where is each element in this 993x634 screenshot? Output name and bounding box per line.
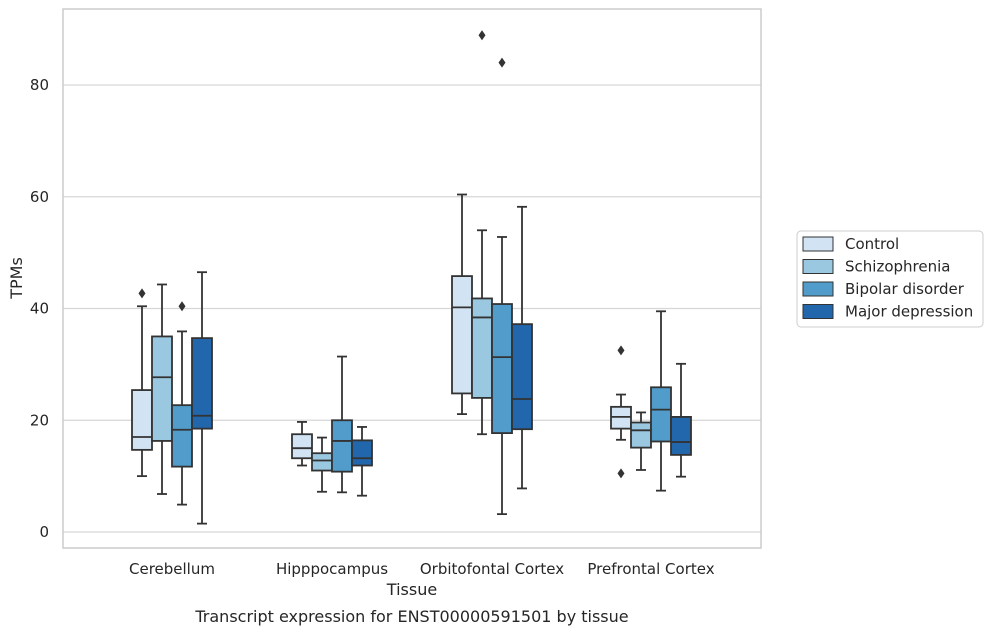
gridlines: [63, 84, 761, 533]
box-major-depression-cerebellum: [191, 271, 213, 525]
box-major-depression-hipppocampus: [351, 426, 373, 497]
box-iqr: [451, 275, 473, 395]
legend-item-control: Control: [802, 235, 899, 253]
box-iqr: [511, 323, 533, 431]
box-iqr: [171, 404, 193, 468]
legend-label: Schizophrenia: [845, 258, 950, 276]
box-iqr: [670, 415, 692, 456]
y-tick-label-20: 20: [30, 411, 49, 429]
x-tick-label-orbitofontal-cortex: Orbitofontal Cortex: [420, 560, 564, 578]
box-iqr: [650, 386, 672, 443]
box-iqr: [291, 433, 313, 460]
box-iqr: [131, 389, 153, 451]
legend-swatch: [802, 281, 834, 297]
box-iqr: [491, 303, 513, 435]
box-bipolar-disorder-orbitofontal-cortex: [491, 57, 513, 516]
legend-label: Major depression: [845, 303, 973, 321]
y-tick-label-80: 80: [30, 76, 49, 94]
box-iqr: [311, 452, 333, 472]
legend-label: Bipolar disorder: [845, 280, 965, 298]
box-iqr: [351, 439, 373, 467]
chart-caption: Transcript expression for ENST0000059150…: [194, 607, 628, 626]
box-major-depression-orbitofontal-cortex: [511, 205, 533, 490]
y-tick-label-60: 60: [30, 188, 49, 206]
box-bipolar-disorder-cerebellum: [171, 301, 193, 506]
box-iqr: [191, 337, 213, 430]
legend-item-major-depression: Major depression: [802, 303, 973, 321]
x-axis-label: Tissue: [386, 580, 437, 599]
y-tick-label-40: 40: [30, 300, 49, 318]
x-tick-label-prefrontal-cortex: Prefrontal Cortex: [587, 560, 714, 578]
legend-label: Control: [845, 235, 899, 253]
legend-swatch: [802, 259, 834, 274]
y-axis-label: TPMs: [7, 257, 26, 300]
box-iqr: [471, 297, 493, 399]
y-axis-ticks: 0 20 40 60 80: [30, 76, 49, 541]
outlier-point-0: [498, 57, 506, 68]
box-schizophrenia-hipppocampus: [311, 436, 333, 493]
legend: Control Schizophrenia Bipolar disorder Majo…: [796, 230, 984, 328]
outlier-point-0: [178, 301, 186, 312]
box-bipolar-disorder-prefrontal-cortex: [650, 310, 672, 492]
box-control-orbitofontal-cortex: [451, 193, 473, 416]
outlier-point-0: [617, 345, 625, 356]
box-schizophrenia-orbitofontal-cortex: [471, 30, 493, 436]
box-iqr: [630, 421, 652, 449]
box-iqr: [151, 335, 173, 442]
box-schizophrenia-cerebellum: [151, 283, 173, 495]
legend-swatch: [802, 236, 834, 252]
box-schizophrenia-prefrontal-cortex: [630, 411, 652, 471]
outlier-point-0: [138, 288, 146, 299]
outlier-point-1: [617, 468, 625, 479]
box-major-depression-prefrontal-cortex: [670, 362, 692, 478]
box-control-cerebellum: [131, 288, 153, 478]
x-axis-ticks: Cerebellum Hipppocampus Orbitofontal Corte…: [129, 560, 715, 578]
legend-item-schizophrenia: Schizophrenia: [802, 258, 950, 276]
legend-item-bipolar-disorder: Bipolar disorder: [802, 280, 965, 298]
y-tick-label-0: 0: [39, 523, 49, 541]
box-iqr: [331, 419, 353, 473]
box-bipolar-disorder-hipppocampus: [331, 355, 353, 494]
x-tick-label-cerebellum: Cerebellum: [129, 560, 215, 578]
box-control-prefrontal-cortex: [610, 345, 632, 479]
plot-area-frame: [62, 8, 762, 549]
x-tick-label-hipppocampus: Hipppocampus: [276, 560, 388, 578]
box-series: [131, 30, 692, 525]
outlier-point-0: [478, 30, 486, 41]
legend-frame: [796, 230, 984, 328]
box-control-hipppocampus: [291, 421, 313, 467]
legend-swatch: [802, 304, 834, 319]
